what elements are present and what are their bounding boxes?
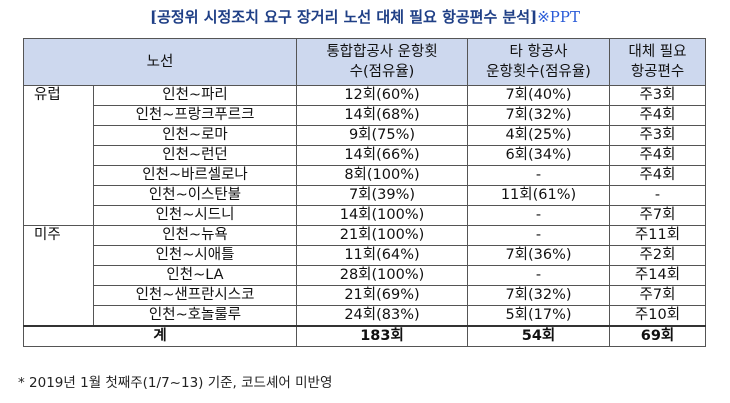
region-cell — [23, 245, 94, 266]
merged-flights-cell: 14회(68%) — [296, 105, 468, 126]
merged-flights-cell: 14회(66%) — [296, 145, 468, 166]
region-cell — [23, 265, 94, 286]
route-cell: 인천~시애틀 — [93, 245, 297, 266]
needed-flights-cell: - — [609, 185, 706, 206]
other-airlines-cell: - — [467, 225, 610, 246]
route-cell: 인천~로마 — [93, 125, 297, 146]
table-row: 인천~이스탄불 7회(39%) 11회(61%) - — [23, 185, 706, 206]
route-cell: 인천~이스탄불 — [93, 185, 297, 206]
table-row: 인천~런던 14회(66%) 6회(34%) 주4회 — [23, 145, 706, 166]
region-cell: 유럽 — [23, 85, 94, 106]
route-cell: 인천~파리 — [93, 85, 297, 106]
table-row: 인천~프랑크푸르크 14회(68%) 7회(32%) 주4회 — [23, 105, 706, 126]
region-cell — [23, 185, 94, 206]
merged-flights-cell: 8회(100%) — [296, 165, 468, 186]
needed-flights-cell: 주11회 — [609, 225, 706, 246]
needed-flights-cell: 주10회 — [609, 305, 706, 327]
route-cell: 인천~호놀룰루 — [93, 305, 297, 327]
region-cell — [23, 205, 94, 226]
merged-flights-cell: 7회(39%) — [296, 185, 468, 206]
other-airlines-cell: 7회(32%) — [467, 285, 610, 306]
region-cell — [23, 125, 94, 146]
total-needed: 69회 — [609, 325, 706, 347]
needed-flights-cell: 주4회 — [609, 165, 706, 186]
other-airlines-cell: 5회(17%) — [467, 305, 610, 327]
other-airlines-cell: - — [467, 205, 610, 226]
needed-flights-cell: 주7회 — [609, 285, 706, 306]
table-body: 유럽 인천~파리 12회(60%) 7회(40%) 주3회 인천~프랑크푸르크 14회(68… — [23, 85, 706, 327]
header-needed-line1: 대체 필요 — [628, 44, 687, 60]
merged-flights-cell: 24회(83%) — [296, 305, 468, 327]
other-airlines-cell: - — [467, 165, 610, 186]
needed-flights-cell: 주2회 — [609, 245, 706, 266]
needed-flights-cell: 주7회 — [609, 205, 706, 226]
route-cell: 인천~시드니 — [93, 205, 297, 226]
header-merged-line2: 수(점유율) — [349, 64, 415, 80]
route-cell: 인천~샌프란시스코 — [93, 285, 297, 306]
title-main: [공정위 시정조치 요구 장거리 노선 대체 필요 항공편수 분석] — [150, 8, 538, 26]
region-cell — [23, 105, 94, 126]
table-row: 미주 인천~뉴욕 21회(100%) - 주11회 — [23, 225, 706, 246]
route-cell: 인천~프랑크푸르크 — [93, 105, 297, 126]
table-row: 인천~바르셀로나 8회(100%) - 주4회 — [23, 165, 706, 186]
header-other-line1: 타 항공사 — [509, 44, 568, 60]
total-merged: 183회 — [296, 325, 468, 347]
region-cell — [23, 145, 94, 166]
header-other: 타 항공사 운항횟수(점유율) — [467, 38, 610, 86]
header-needed: 대체 필요 항공편수 — [609, 38, 706, 86]
region-cell: 미주 — [23, 225, 94, 246]
other-airlines-cell: 6회(34%) — [467, 145, 610, 166]
route-cell: 인천~LA — [93, 265, 297, 286]
region-cell — [23, 165, 94, 186]
route-cell: 인천~런던 — [93, 145, 297, 166]
merged-flights-cell: 21회(69%) — [296, 285, 468, 306]
needed-flights-cell: 주3회 — [609, 125, 706, 146]
header-needed-line2: 항공편수 — [630, 64, 685, 80]
table-row: 인천~LA 28회(100%) - 주14회 — [23, 265, 706, 286]
table-header-row: 노선 통합합공사 운항횟 수(점유율) 타 항공사 운항횟수(점유율) 대체 필… — [23, 38, 706, 86]
other-airlines-cell: 7회(32%) — [467, 105, 610, 126]
merged-flights-cell: 9회(75%) — [296, 125, 468, 146]
header-merged-line1: 통합합공사 운항횟 — [326, 44, 438, 60]
route-cell: 인천~뉴욕 — [93, 225, 297, 246]
needed-flights-cell: 주3회 — [609, 85, 706, 106]
merged-flights-cell: 14회(100%) — [296, 205, 468, 226]
other-airlines-cell: - — [467, 265, 610, 286]
merged-flights-cell: 21회(100%) — [296, 225, 468, 246]
title-source: ※PPT — [537, 8, 580, 26]
header-merged: 통합합공사 운항횟 수(점유율) — [296, 38, 468, 86]
header-route: 노선 — [23, 38, 297, 86]
other-airlines-cell: 11회(61%) — [467, 185, 610, 206]
table-row: 인천~시애틀 11회(64%) 7회(36%) 주2회 — [23, 245, 706, 266]
document-title: [공정위 시정조치 요구 장거리 노선 대체 필요 항공편수 분석]※PPT — [0, 6, 730, 27]
other-airlines-cell: 7회(40%) — [467, 85, 610, 106]
other-airlines-cell: 4회(25%) — [467, 125, 610, 146]
table-row: 인천~시드니 14회(100%) - 주7회 — [23, 205, 706, 226]
region-cell — [23, 285, 94, 306]
header-other-line2: 운항횟수(점유율) — [486, 64, 591, 80]
merged-flights-cell: 28회(100%) — [296, 265, 468, 286]
table-row: 인천~샌프란시스코 21회(69%) 7회(32%) 주7회 — [23, 285, 706, 306]
table-row: 유럽 인천~파리 12회(60%) 7회(40%) 주3회 — [23, 85, 706, 106]
merged-flights-cell: 11회(64%) — [296, 245, 468, 266]
footnote: * 2019년 1월 첫째주(1/7~13) 기준, 코드셰어 미반영 — [18, 375, 333, 391]
table-row: 인천~로마 9회(75%) 4회(25%) 주3회 — [23, 125, 706, 146]
table-row: 인천~호놀룰루 24회(83%) 5회(17%) 주10회 — [23, 305, 706, 327]
total-label: 계 — [23, 325, 297, 347]
total-row: 계 183회 54회 69회 — [23, 325, 706, 347]
needed-flights-cell: 주4회 — [609, 105, 706, 126]
merged-flights-cell: 12회(60%) — [296, 85, 468, 106]
routes-table: 노선 통합합공사 운항횟 수(점유율) 타 항공사 운항횟수(점유율) 대체 필… — [23, 38, 706, 347]
needed-flights-cell: 주14회 — [609, 265, 706, 286]
other-airlines-cell: 7회(36%) — [467, 245, 610, 266]
total-other: 54회 — [467, 325, 610, 347]
route-cell: 인천~바르셀로나 — [93, 165, 297, 186]
needed-flights-cell: 주4회 — [609, 145, 706, 166]
region-cell — [23, 305, 94, 327]
